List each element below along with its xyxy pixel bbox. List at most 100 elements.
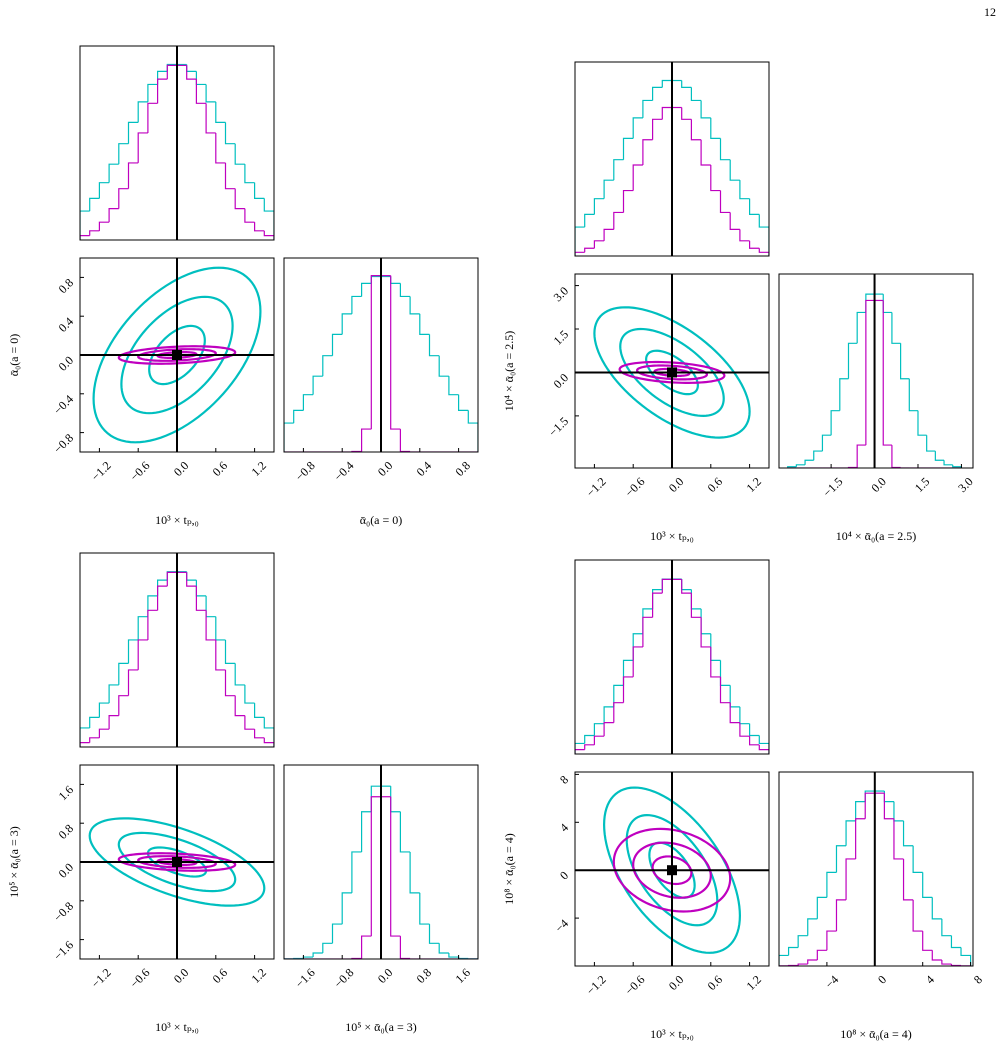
hist-step [428,334,440,357]
hist-step [361,282,372,297]
y-tick-label: −1.5 [546,414,571,439]
y-tick-label: 0.8 [56,821,77,842]
contour [653,367,691,378]
hist-step [205,595,216,618]
hist-step [284,422,294,452]
panel-plot [80,46,274,240]
x-tick-label: 0.0 [375,458,396,479]
x-tick-label: 0.4 [414,458,435,479]
hist-step [826,871,837,898]
x-tick-label: 1.2 [743,474,764,495]
x-axis-label: 10³ × tₚ,₀ [650,529,694,543]
hist-step [409,296,420,315]
x-tick-label: 0.0 [666,474,687,495]
hist-step [661,578,672,594]
hist-step [719,660,731,686]
hist-step [127,639,139,664]
hist-step [729,212,740,230]
hist-step [855,801,866,821]
x-tick-label: 1.6 [452,965,473,986]
hist-step [891,445,901,468]
hist-step [195,79,207,104]
x-tick-label: −1.2 [88,458,113,483]
hist-step [926,435,936,452]
x-tick-label: 0 [875,972,889,986]
hist-step [893,818,904,860]
hist-step [900,343,910,380]
x-axis-label: 10³ × tₚ,₀ [155,1020,199,1034]
hist-step [584,734,595,744]
y-tick-label: 0.0 [56,860,77,881]
hist-step [215,639,226,671]
hist-step [584,213,595,228]
hist-step [787,946,799,956]
x-tick-label: −1.2 [583,474,608,499]
y-tick-label: 1.6 [56,783,77,804]
hist-step [166,64,177,80]
hist-step [690,119,702,141]
panel-frame [574,559,770,755]
truth-marker [667,367,677,378]
hist-step [390,276,401,284]
contour [593,306,751,439]
contour [635,364,709,381]
x-tick-label: −1.6 [292,965,317,990]
hist-step [166,571,177,587]
panel-plot [80,765,274,959]
hist-step [137,132,148,163]
hist-step [835,845,847,873]
contour [651,855,693,886]
hist-step [234,695,245,717]
corner-plot: −1.2 −0.6 0.0 0.6 1.2 −1.6 −0.8 0.0 0.8 1.6 10³ × … [7,552,479,1034]
y-tick-label: 0.0 [56,353,77,374]
hist-step [845,858,856,900]
hist-step [351,851,362,893]
x-tick-label: −0.8 [292,458,317,483]
hist-step [797,963,808,966]
hist-step [642,616,653,647]
hist-step [244,164,255,184]
hist-step [244,715,255,730]
hist-step [390,275,401,430]
hist-step [448,376,459,396]
corner-plot: −1.2 −0.6 0.0 0.6 1.2 −0.8 −0.4 0.0 0.4 0.8 10³ × … [7,45,479,527]
hist-step [224,669,236,697]
hist-step [922,931,933,951]
x-tick-label: 1.5 [912,474,933,495]
y-tick-label: 3.0 [551,284,572,305]
hist-step [438,355,449,377]
hist-step [584,744,595,750]
hist-step [263,230,274,240]
hist-step [758,735,769,754]
hist-step [293,409,304,424]
hist-step [603,706,614,724]
hist-step [137,639,148,670]
x-axis-label: ᾱ₀(a = 0) [360,513,403,527]
hist-step [89,230,100,236]
hist-step [157,78,168,104]
panel-frame [79,552,275,748]
panel-frame [778,771,974,967]
panel-frame [79,45,275,241]
hist-step [739,722,750,737]
hist-step [137,616,148,640]
hist-step [254,703,265,718]
hist-step [409,851,420,894]
x-tick-label: −1.2 [583,972,608,997]
hist-step [845,820,856,846]
hist-step [710,633,721,661]
panel-plot [284,765,478,959]
y-axis-label: ᾱ₀(a = 0) [7,334,21,377]
hist-step [361,935,372,959]
y-tick-label: 0.8 [56,276,77,297]
contour [612,827,732,913]
hist-step [739,180,750,200]
contour [148,324,206,386]
hist-step [195,586,207,611]
hist-step [681,107,692,120]
corner-plot: −1.2 −0.6 0.0 0.6 1.2 −4 0 4 8 10³ × tₚ,₀ 10⁸ × ᾱ₀… [502,559,985,1041]
hist-step [302,956,314,959]
hist-step [847,342,858,379]
contour [117,345,237,365]
